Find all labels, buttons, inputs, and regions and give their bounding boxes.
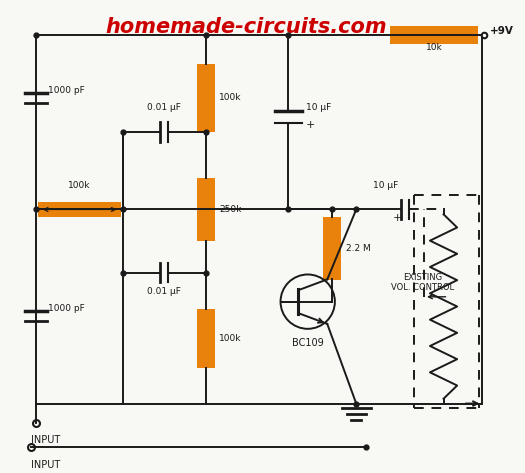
Text: EXISTING
VOL. CONTROL: EXISTING VOL. CONTROL bbox=[391, 272, 454, 292]
Text: 100k: 100k bbox=[68, 181, 91, 190]
Bar bbox=[197, 64, 215, 132]
Text: BC109: BC109 bbox=[292, 338, 323, 348]
Text: 10k: 10k bbox=[425, 44, 442, 53]
Text: INPUT: INPUT bbox=[31, 460, 60, 470]
Text: 0.01 μF: 0.01 μF bbox=[147, 287, 181, 296]
Text: 10 μF: 10 μF bbox=[373, 181, 398, 190]
Text: 1000 pF: 1000 pF bbox=[48, 304, 85, 313]
Bar bbox=[197, 309, 215, 368]
Text: +: + bbox=[306, 120, 315, 130]
Text: homemade-circuits.com: homemade-circuits.com bbox=[106, 18, 387, 37]
Text: +9V: +9V bbox=[490, 26, 514, 36]
Text: 100k: 100k bbox=[219, 93, 242, 102]
Text: 250k: 250k bbox=[219, 205, 242, 214]
Text: 100k: 100k bbox=[219, 334, 242, 343]
Bar bbox=[38, 201, 121, 217]
Bar bbox=[323, 217, 341, 280]
Bar bbox=[197, 178, 215, 241]
Bar bbox=[390, 26, 478, 44]
Text: 10 μF: 10 μF bbox=[306, 103, 331, 112]
Text: 2.2 M: 2.2 M bbox=[345, 244, 370, 253]
Text: INPUT: INPUT bbox=[31, 435, 60, 445]
Text: +: + bbox=[392, 213, 402, 223]
Text: 0.01 μF: 0.01 μF bbox=[147, 104, 181, 113]
Text: 1000 pF: 1000 pF bbox=[48, 86, 85, 95]
